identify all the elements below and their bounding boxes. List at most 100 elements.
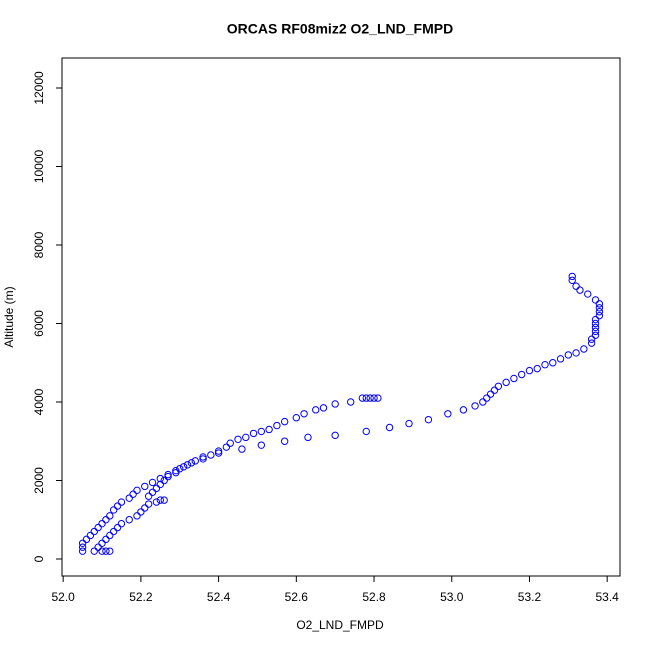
point (358, 394, 367, 402)
point (331, 400, 339, 408)
point (580, 345, 588, 353)
point (591, 296, 600, 304)
point (102, 516, 110, 524)
point (591, 319, 600, 328)
point (172, 466, 180, 475)
point (156, 480, 165, 489)
plot-frame (61, 57, 621, 577)
point (549, 359, 557, 367)
point (102, 535, 110, 544)
point (591, 327, 600, 336)
point (556, 355, 565, 363)
point (125, 516, 133, 524)
x-tick-label: 53.0 (440, 590, 464, 604)
point (109, 506, 118, 514)
point (133, 512, 141, 520)
point (86, 531, 95, 540)
point (479, 398, 487, 406)
point (494, 382, 503, 390)
y-tick-label: 6000 (32, 310, 46, 337)
point (106, 531, 114, 540)
point (595, 304, 604, 312)
point (362, 427, 370, 436)
point (78, 539, 87, 548)
point (444, 410, 452, 418)
point (148, 488, 157, 496)
point (576, 286, 584, 294)
point (172, 468, 180, 477)
point (249, 429, 258, 438)
point (591, 323, 600, 332)
y-tick-label: 10000 (32, 149, 46, 183)
point (459, 406, 468, 414)
point (587, 339, 596, 347)
point (424, 415, 433, 424)
point (207, 451, 215, 459)
point (144, 492, 153, 500)
point (517, 370, 526, 379)
point (587, 335, 596, 343)
point (292, 413, 301, 422)
point (257, 441, 266, 449)
point (242, 433, 250, 442)
point (98, 519, 106, 528)
point (102, 547, 110, 555)
point (191, 457, 199, 465)
point (82, 535, 91, 544)
point (222, 443, 231, 451)
point (164, 472, 172, 481)
point (78, 547, 87, 555)
point (304, 433, 312, 442)
point (300, 410, 308, 418)
point (98, 547, 106, 555)
point (106, 547, 114, 555)
point (568, 276, 576, 285)
point (156, 474, 165, 483)
point (273, 421, 281, 430)
point (265, 425, 273, 434)
point (179, 463, 188, 471)
point (113, 502, 122, 510)
x-tick-label: 52.0 (51, 590, 75, 604)
point (164, 470, 172, 479)
point (564, 351, 573, 359)
point (78, 543, 87, 551)
point (483, 394, 491, 402)
point (525, 366, 534, 375)
point (366, 394, 374, 402)
y-tick-label: 0 (32, 555, 46, 562)
x-tick-label: 52.4 (207, 590, 231, 604)
point (533, 364, 541, 373)
point (471, 402, 479, 410)
y-tick-label: 4000 (32, 388, 46, 415)
point (486, 390, 495, 398)
point (385, 423, 394, 432)
y-tick-label: 8000 (32, 231, 46, 258)
x-tick-label: 52.6 (285, 590, 309, 604)
point (591, 315, 600, 324)
point (109, 527, 118, 536)
x-tick-label: 53.2 (518, 590, 542, 604)
point (510, 374, 518, 383)
point (280, 437, 289, 445)
point (141, 482, 149, 491)
point (572, 282, 580, 290)
y-axis-label: Altitude (m) (2, 286, 16, 347)
point (137, 508, 145, 516)
x-axis-label: O2_LND_FMPD (296, 618, 384, 632)
point (156, 496, 165, 504)
point (595, 300, 604, 308)
point (280, 417, 289, 426)
chart-title: ORCAS RF08miz2 O2_LND_FMPD (227, 21, 453, 37)
point (591, 331, 600, 339)
point (160, 476, 168, 485)
point (370, 394, 378, 402)
point (144, 500, 153, 508)
point (90, 527, 98, 536)
y-tick-label: 2000 (32, 467, 46, 494)
y-tick-label: 12000 (32, 71, 46, 105)
point (238, 445, 246, 453)
point (141, 504, 149, 512)
point (214, 449, 223, 457)
